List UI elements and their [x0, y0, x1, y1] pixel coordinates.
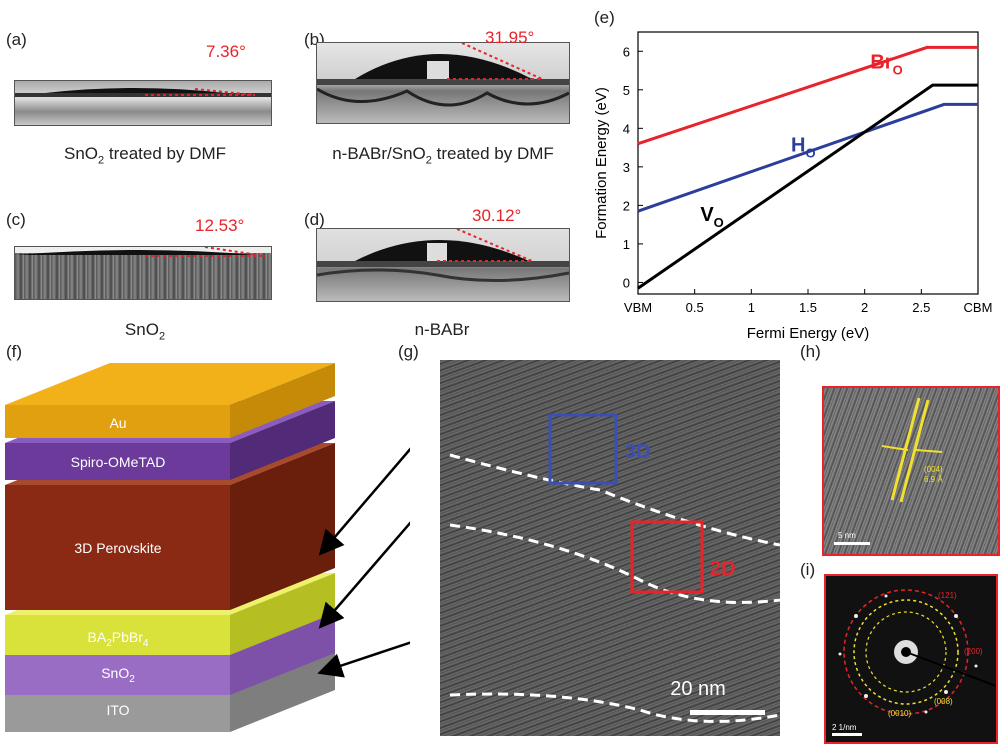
- series-label-br: BrO: [870, 52, 902, 78]
- x-tick-label: 0.5: [686, 300, 704, 315]
- caption-d: n-BABr: [414, 320, 470, 339]
- caption-c: SnO2: [124, 320, 166, 343]
- ring-label-008: (008): [934, 697, 953, 706]
- x-tick-label: VBM: [624, 300, 652, 315]
- panel-g-label: (g): [398, 342, 419, 361]
- y-tick-label: 2: [623, 198, 630, 213]
- angle-b: 31.95°: [485, 28, 535, 47]
- panel-e-label: (e): [594, 8, 615, 27]
- series-line-v: [637, 83, 978, 290]
- y-tick-label: 1: [623, 237, 630, 252]
- angle-d: 30.12°: [472, 206, 522, 225]
- label-3d: 3D: [625, 441, 651, 463]
- caption-a: SnO2 treated by DMF: [63, 144, 227, 167]
- ring-label-200: (200): [964, 647, 983, 656]
- panel-f-label: (f): [6, 342, 23, 361]
- layer-sno-label: SnO2: [101, 665, 135, 685]
- x-axis-label: Fermi Energy (eV): [747, 325, 870, 342]
- x-tick-label: 1: [748, 300, 755, 315]
- hrtem-image-h: (004) 6.9 Å 5 nm: [822, 386, 1000, 556]
- spacing-label-2: 6.9 Å: [924, 475, 943, 484]
- caption-b: n-BABr/SnO2 treated by DMF: [332, 144, 554, 167]
- y-axis-label: Formation Energy (eV): [593, 87, 610, 239]
- y-tick-label: 3: [623, 160, 630, 175]
- layer-spiro-label: Spiro-OMeTAD: [71, 454, 166, 470]
- layer-au-label: Au: [109, 415, 126, 431]
- spacing-label-1: (004): [924, 465, 943, 474]
- y-tick-label: 5: [623, 83, 630, 98]
- contact-angle-photo-c: [14, 246, 272, 300]
- saed-pattern-i: (121) (200) (008) (0010) 2 1/nm: [824, 574, 998, 744]
- contact-angle-photo-a: [14, 80, 272, 126]
- series-line-h: [637, 102, 978, 213]
- ring-label-121: (121): [938, 591, 957, 600]
- panel-h-label: (h): [800, 342, 821, 361]
- series-line-br: [637, 45, 978, 146]
- layer-ito-label: ITO: [106, 702, 129, 718]
- scale-bar-i-label: 2 1/nm: [832, 723, 857, 732]
- angle-a: 7.36°: [206, 42, 246, 61]
- x-tick-label: 2: [861, 300, 868, 315]
- contact-angle-photo-b: [316, 42, 570, 124]
- panel-d-label: (d): [304, 210, 325, 229]
- y-tick-label: 0: [623, 275, 630, 290]
- device-stack-diagram: Au Spiro-OMeTAD 3D Perovskite BA2PbBr4 S…: [5, 363, 410, 732]
- contact-angle-photo-d: [316, 228, 570, 302]
- panel-i-label: (i): [800, 560, 816, 579]
- series-label-h: HO: [791, 134, 816, 160]
- scale-bar-h-label: 5 nm: [838, 531, 856, 540]
- layer-perovskite-label: 3D Perovskite: [74, 540, 161, 556]
- y-tick-label: 4: [623, 121, 630, 136]
- x-tick-label: 2.5: [912, 300, 930, 315]
- angle-c: 12.53°: [195, 216, 245, 235]
- y-tick-label: 6: [623, 44, 630, 59]
- x-tick-label: CBM: [964, 300, 993, 315]
- series-label-v: VO: [700, 204, 723, 230]
- layer-ba-label: BA2PbBr4: [88, 629, 149, 649]
- label-2d: 2D: [710, 558, 736, 580]
- x-tick-label: 1.5: [799, 300, 817, 315]
- tem-image-g: 3D 2D 20 nm: [440, 360, 780, 736]
- panel-a-label: (a): [6, 30, 27, 49]
- scale-bar-g-label: 20 nm: [670, 678, 726, 700]
- formation-energy-chart: VBM 0.5 1 1.5 2 2.5 CBM 0 1 2 3 4 5 6 Fermi Energy (eV…: [593, 31, 993, 342]
- panel-c-label: (c): [6, 210, 26, 229]
- ring-label-0010: (0010): [888, 709, 911, 718]
